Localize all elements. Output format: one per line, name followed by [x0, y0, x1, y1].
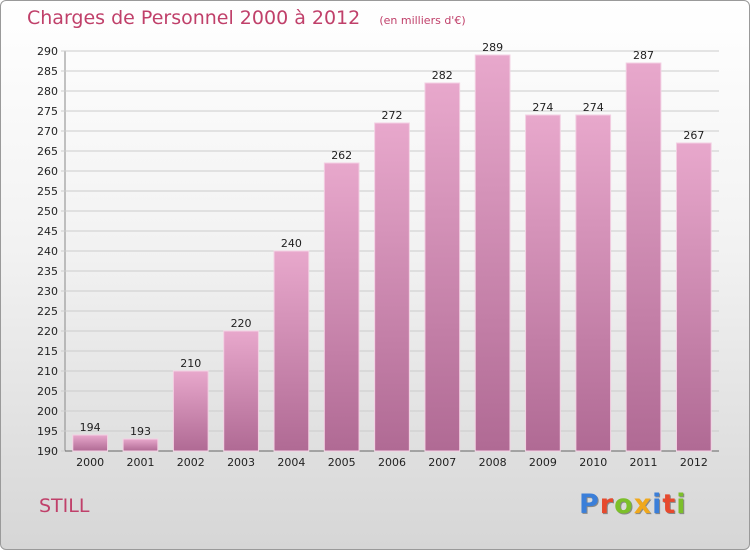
- y-tick-label: 290: [37, 45, 58, 58]
- y-tick-label: 235: [37, 265, 58, 278]
- data-label: 274: [532, 101, 553, 114]
- bar-2011: [625, 62, 662, 452]
- data-label: 210: [180, 357, 201, 370]
- chart-subtitle: (en milliers d'€): [379, 14, 466, 27]
- commune-name: STILL: [39, 495, 90, 517]
- bar-2001: [122, 438, 159, 452]
- y-tick-label: 285: [37, 65, 58, 78]
- bar-2002: [172, 370, 209, 452]
- y-tick-label: 210: [37, 365, 58, 378]
- data-label: 282: [432, 69, 453, 82]
- data-label: 287: [633, 49, 654, 62]
- x-tick-label: 2000: [76, 456, 104, 469]
- data-label: 240: [281, 237, 302, 250]
- y-tick-label: 205: [37, 385, 58, 398]
- y-tick-label: 240: [37, 245, 58, 258]
- y-tick-label: 250: [37, 205, 58, 218]
- x-tick-label: 2009: [529, 456, 557, 469]
- data-label: 220: [231, 317, 252, 330]
- y-tick-label: 215: [37, 345, 58, 358]
- data-label: 194: [80, 421, 101, 434]
- data-label: 289: [482, 41, 503, 54]
- y-tick-label: 195: [37, 425, 58, 438]
- data-label: 272: [382, 109, 403, 122]
- y-tick-label: 270: [37, 125, 58, 138]
- bar-2004: [273, 250, 310, 452]
- bar-2008: [474, 54, 511, 452]
- title-row: Charges de Personnel 2000 à 2012 (en mil…: [27, 7, 466, 29]
- data-label: 267: [683, 129, 704, 142]
- y-tick-label: 225: [37, 305, 58, 318]
- data-label: 262: [331, 149, 352, 162]
- x-tick-label: 2010: [579, 456, 607, 469]
- y-tick-label: 260: [37, 165, 58, 178]
- bar-2007: [424, 82, 461, 452]
- x-tick-label: 2002: [177, 456, 205, 469]
- y-axis: 190 195 200 205 210 215 220 225 230 235 240 245 250 2…: [37, 45, 58, 458]
- y-tick-label: 275: [37, 105, 58, 118]
- bar-2003: [223, 330, 259, 452]
- x-tick-label: 2008: [479, 456, 507, 469]
- y-tick-label: 200: [37, 405, 58, 418]
- chart-title: Charges de Personnel 2000 à 2012: [27, 7, 361, 29]
- x-tick-label: 2003: [227, 456, 255, 469]
- proxiti-logo[interactable]: Proxiti: [579, 489, 687, 520]
- y-tick-label: 280: [37, 85, 58, 98]
- x-tick-label: 2005: [328, 456, 356, 469]
- x-tick-label: 2006: [378, 456, 406, 469]
- x-tick-label: 2007: [428, 456, 456, 469]
- x-tick-label: 2001: [126, 456, 154, 469]
- y-tick-label: 245: [37, 225, 58, 238]
- bar-2009: [525, 114, 561, 452]
- x-tick-label: 2004: [277, 456, 305, 469]
- y-tick-label: 190: [37, 445, 58, 458]
- bar-2005: [323, 162, 360, 452]
- y-tick-label: 265: [37, 145, 58, 158]
- bar-2010: [575, 114, 612, 452]
- y-tick-label: 230: [37, 285, 58, 298]
- x-tick-label: 2011: [630, 456, 658, 469]
- bar-2006: [374, 122, 410, 452]
- data-labels: 194 193 210 220 240 262 272 282 289 274 274 287 267: [80, 41, 705, 438]
- data-label: 193: [130, 425, 151, 438]
- y-tick-label: 255: [37, 185, 58, 198]
- bar-2012: [675, 142, 712, 452]
- x-axis: 2000 2001 2002 2003 2004 2005 2006 2007 2008 2009…: [76, 456, 708, 469]
- x-tick-label: 2012: [680, 456, 708, 469]
- bar-2000: [72, 434, 109, 452]
- bars: [72, 54, 712, 452]
- y-tick-label: 220: [37, 325, 58, 338]
- data-label: 274: [583, 101, 604, 114]
